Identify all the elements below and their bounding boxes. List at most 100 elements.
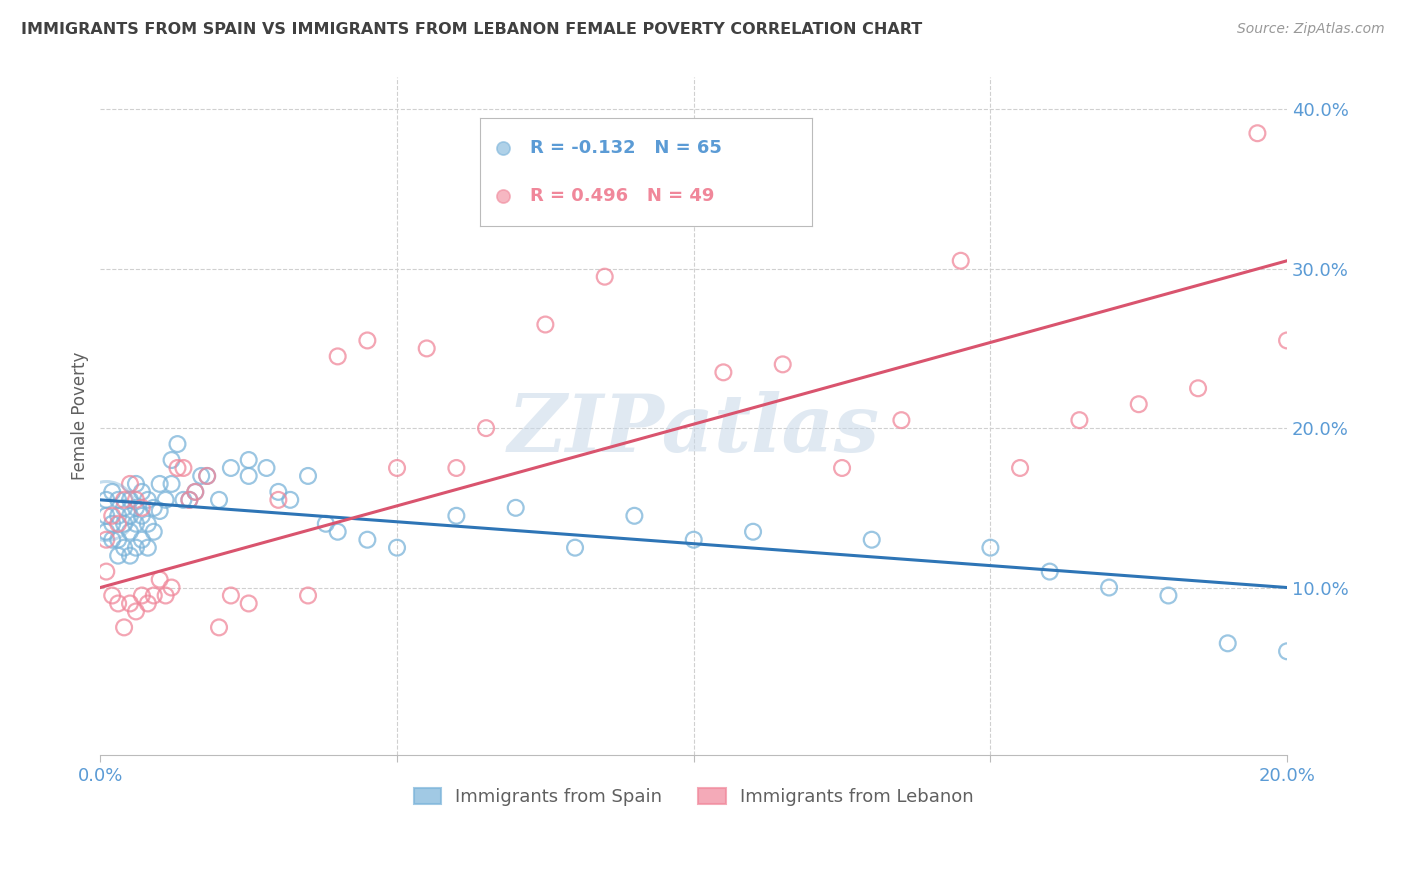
Point bbox=[118, 597, 141, 611]
Point bbox=[107, 549, 129, 563]
Point bbox=[96, 565, 118, 579]
Point bbox=[179, 492, 201, 507]
Point bbox=[278, 492, 301, 507]
Point bbox=[238, 597, 260, 611]
Point bbox=[107, 508, 129, 523]
Point bbox=[125, 516, 148, 531]
Point bbox=[534, 318, 557, 332]
Point bbox=[107, 597, 129, 611]
Point bbox=[1157, 589, 1180, 603]
Point bbox=[315, 516, 337, 531]
Point bbox=[101, 508, 124, 523]
Point bbox=[1246, 126, 1268, 140]
Point bbox=[101, 484, 124, 499]
Point bbox=[208, 492, 231, 507]
Point bbox=[118, 508, 141, 523]
Point bbox=[149, 477, 172, 491]
Point bbox=[949, 253, 972, 268]
Point bbox=[742, 524, 765, 539]
Point bbox=[112, 516, 135, 531]
Point bbox=[219, 589, 242, 603]
Point bbox=[131, 500, 153, 515]
Point bbox=[256, 461, 278, 475]
Point bbox=[125, 541, 148, 555]
Point bbox=[112, 492, 135, 507]
Point bbox=[166, 461, 188, 475]
Point bbox=[172, 461, 194, 475]
Point bbox=[652, 158, 675, 172]
Point bbox=[446, 508, 468, 523]
Point bbox=[238, 469, 260, 483]
Point bbox=[195, 469, 218, 483]
Point bbox=[101, 516, 124, 531]
Point bbox=[96, 492, 118, 507]
Point bbox=[155, 492, 177, 507]
Point bbox=[1275, 334, 1298, 348]
Point bbox=[112, 500, 135, 515]
Point bbox=[326, 350, 349, 364]
Point bbox=[415, 342, 437, 356]
Point bbox=[136, 541, 159, 555]
Text: IMMIGRANTS FROM SPAIN VS IMMIGRANTS FROM LEBANON FEMALE POVERTY CORRELATION CHAR: IMMIGRANTS FROM SPAIN VS IMMIGRANTS FROM… bbox=[21, 22, 922, 37]
Point bbox=[131, 533, 153, 547]
Point bbox=[125, 477, 148, 491]
Point bbox=[112, 620, 135, 634]
Point bbox=[118, 477, 141, 491]
Point bbox=[96, 533, 118, 547]
Point bbox=[238, 453, 260, 467]
Point bbox=[118, 524, 141, 539]
Point bbox=[385, 541, 408, 555]
Point bbox=[96, 504, 118, 518]
Point bbox=[142, 589, 165, 603]
Point bbox=[107, 533, 129, 547]
Text: Source: ZipAtlas.com: Source: ZipAtlas.com bbox=[1237, 22, 1385, 37]
Point bbox=[1010, 461, 1032, 475]
Point bbox=[131, 589, 153, 603]
Point bbox=[118, 549, 141, 563]
Point bbox=[160, 453, 183, 467]
Point bbox=[1098, 581, 1121, 595]
Point bbox=[112, 541, 135, 555]
Legend: Immigrants from Spain, Immigrants from Lebanon: Immigrants from Spain, Immigrants from L… bbox=[406, 780, 981, 814]
Point bbox=[772, 357, 794, 371]
Point bbox=[326, 524, 349, 539]
Point bbox=[131, 484, 153, 499]
Point bbox=[190, 469, 212, 483]
Point bbox=[142, 524, 165, 539]
Point bbox=[172, 492, 194, 507]
Point bbox=[96, 508, 118, 523]
Point bbox=[1216, 636, 1239, 650]
Point bbox=[125, 492, 148, 507]
Point bbox=[623, 508, 645, 523]
Point bbox=[1128, 397, 1150, 411]
Point bbox=[136, 597, 159, 611]
Point bbox=[125, 604, 148, 618]
Point bbox=[979, 541, 1001, 555]
Point bbox=[219, 461, 242, 475]
Point bbox=[1039, 565, 1062, 579]
Point bbox=[149, 504, 172, 518]
Point bbox=[131, 508, 153, 523]
Point bbox=[149, 573, 172, 587]
Point bbox=[267, 492, 290, 507]
Point bbox=[142, 500, 165, 515]
Point bbox=[96, 524, 118, 539]
Point bbox=[184, 484, 207, 499]
Point bbox=[155, 589, 177, 603]
Point bbox=[136, 516, 159, 531]
Point bbox=[101, 589, 124, 603]
Point bbox=[505, 500, 527, 515]
Point bbox=[136, 492, 159, 507]
Point bbox=[860, 533, 883, 547]
Point bbox=[356, 334, 378, 348]
Point bbox=[564, 541, 586, 555]
Point bbox=[118, 492, 141, 507]
Point bbox=[166, 437, 188, 451]
Point bbox=[297, 469, 319, 483]
Point bbox=[184, 484, 207, 499]
Point bbox=[297, 589, 319, 603]
Point bbox=[593, 269, 616, 284]
Point bbox=[446, 461, 468, 475]
Point bbox=[107, 516, 129, 531]
Point bbox=[475, 421, 498, 435]
